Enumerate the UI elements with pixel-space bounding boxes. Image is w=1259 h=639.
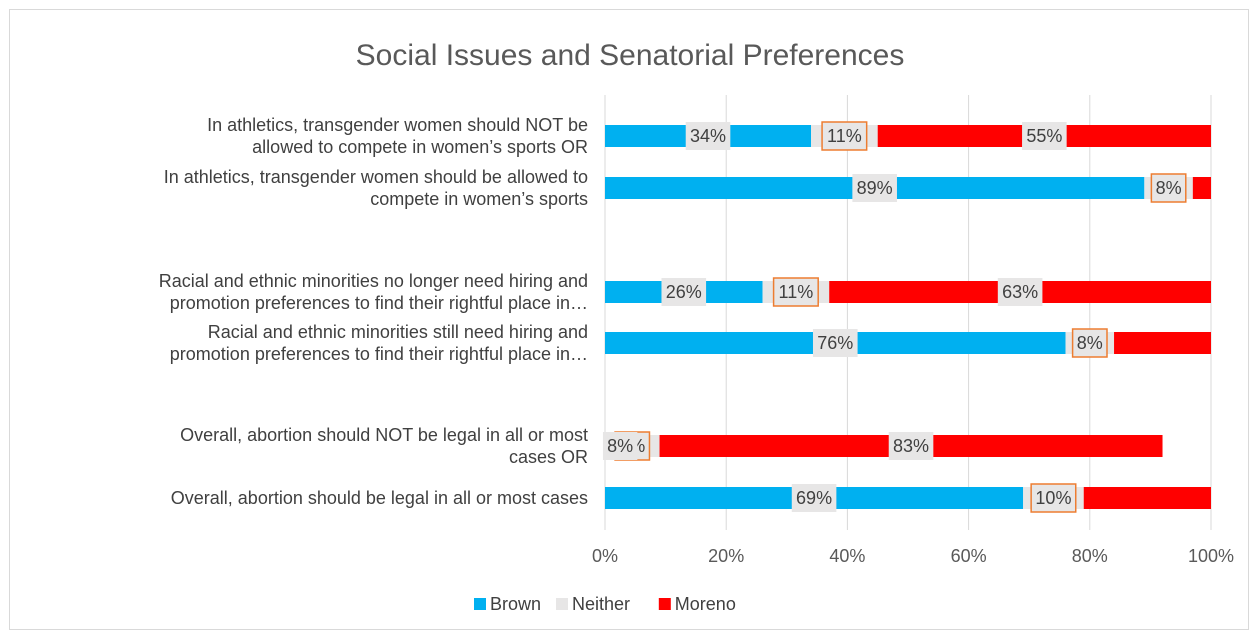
x-axis-ticks: 0% 20% 40% 60% 80% 100% — [592, 546, 1234, 566]
bar-moreno — [1083, 487, 1211, 509]
category-label: compete in women’s sports — [370, 189, 588, 209]
legend-label: Neither — [572, 594, 630, 614]
legend-swatch — [658, 598, 671, 610]
data-label: 63% — [1002, 282, 1038, 302]
category-labels: In athletics, transgender women should N… — [159, 115, 588, 508]
category-label: Overall, abortion should NOT be legal in… — [180, 425, 588, 445]
legend-swatch — [474, 598, 486, 610]
category-label: In athletics, transgender women should b… — [164, 167, 588, 187]
data-label-box — [791, 484, 837, 512]
bar-moreno — [1192, 177, 1211, 199]
legend-label: Moreno — [675, 594, 736, 614]
bar-moreno — [1114, 332, 1211, 354]
data-label: 10% — [1035, 488, 1071, 508]
data-label-box — [772, 277, 819, 307]
category-label: allowed to compete in women’s sports OR — [252, 137, 588, 157]
category-label: In athletics, transgender women should N… — [207, 115, 588, 135]
data-label-box — [1030, 483, 1077, 513]
x-tick-label: 20% — [708, 546, 744, 566]
category-label: Racial and ethnic minorities no longer n… — [159, 271, 588, 291]
category-label: promotion preferences to find their righ… — [170, 344, 588, 364]
legend-swatch — [556, 598, 568, 610]
data-labels: 34%11%55%89%8%26%11%63%76%8%9%83%69%10%8… — [602, 121, 1187, 513]
category-label: cases OR — [509, 447, 588, 467]
legend-label: Brown — [490, 594, 541, 614]
category-label: Overall, abortion should be legal in all… — [171, 488, 588, 508]
data-label: 8% — [1077, 333, 1103, 353]
data-label: 26% — [666, 282, 702, 302]
data-label-box — [1150, 173, 1187, 203]
category-label: promotion preferences to find their righ… — [170, 293, 588, 313]
chart-title: Social Issues and Senatorial Preferences — [356, 39, 905, 72]
data-label-box — [685, 122, 731, 150]
legend: Brown Neither Moreno — [474, 594, 736, 614]
data-label-box — [821, 121, 868, 151]
data-label: 11% — [779, 282, 814, 302]
data-label-box — [852, 174, 897, 202]
x-tick-label: 100% — [1188, 546, 1234, 566]
data-label: 8% — [607, 436, 633, 456]
stacked-bar-chart: Social Issues and Senatorial Preferences… — [159, 39, 1234, 614]
data-label-box — [602, 432, 638, 460]
x-tick-label: 60% — [951, 546, 987, 566]
x-tick-label: 80% — [1072, 546, 1108, 566]
data-label: 89% — [857, 178, 893, 198]
data-label: 69% — [796, 488, 832, 508]
data-label: 83% — [893, 436, 929, 456]
data-label-box — [812, 329, 858, 357]
data-label-box — [1071, 328, 1108, 358]
data-label: 34% — [690, 126, 726, 146]
data-label-box — [661, 278, 707, 306]
data-label-box — [997, 278, 1043, 306]
data-label-box — [1022, 122, 1067, 150]
category-label: Racial and ethnic minorities still need … — [208, 322, 588, 342]
data-label: 76% — [817, 333, 853, 353]
data-label: 11% — [827, 126, 862, 146]
x-tick-label: 0% — [592, 546, 618, 566]
data-label: 8% — [1156, 178, 1182, 198]
x-tick-label: 40% — [829, 546, 865, 566]
chart-frame: Social Issues and Senatorial Preferences… — [9, 9, 1249, 630]
data-label-box — [888, 432, 934, 460]
gridlines — [604, 95, 1212, 530]
data-label: 55% — [1026, 126, 1062, 146]
